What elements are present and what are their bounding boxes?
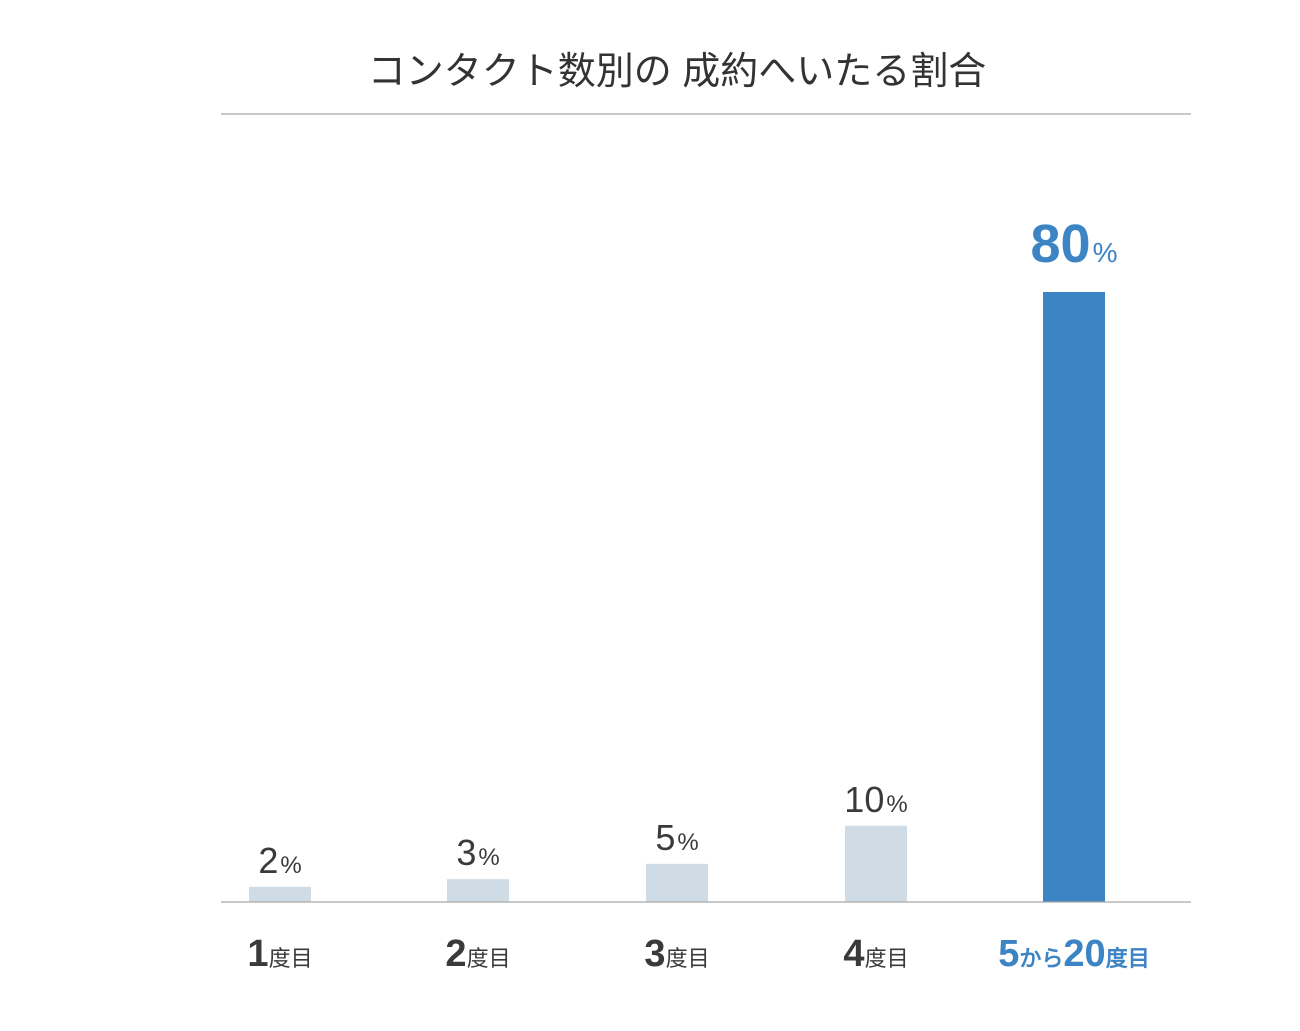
value-label-2: 3%	[456, 832, 499, 873]
chart-title: コンタクト数別の 成約へいたる割合	[368, 51, 987, 93]
category-labels-layer: 1度目 2度目 3度目 4度目 5から20度目	[247, 933, 1149, 975]
bars-layer	[249, 292, 1105, 902]
value-labels-layer: 2% 3% 5% 10% 80%	[258, 214, 1117, 881]
category-label-1: 1度目	[247, 933, 312, 975]
category-label-4: 4度目	[843, 933, 908, 975]
bar-1	[249, 886, 311, 902]
value-label-1: 2%	[258, 840, 301, 881]
bar-5	[1043, 292, 1105, 902]
bar-3	[646, 863, 708, 902]
value-label-3: 5%	[655, 817, 698, 858]
value-label-5: 80%	[1031, 214, 1118, 274]
bar-4	[845, 825, 907, 902]
category-label-2: 2度目	[445, 933, 510, 975]
category-label-3: 3度目	[644, 933, 709, 975]
value-label-4: 10%	[844, 779, 907, 820]
bar-2	[447, 879, 509, 902]
category-label-5: 5から20度目	[998, 933, 1149, 975]
